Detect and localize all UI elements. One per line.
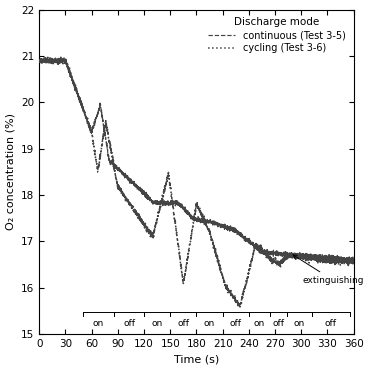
cycling (Test 3-6) <box>352 260 356 265</box>
Text: off: off <box>273 319 285 328</box>
cycling (Test 3-6) <box>37 60 42 64</box>
continuous (Test 3-5) <box>322 254 326 258</box>
continuous (Test 3-5) <box>104 143 109 147</box>
continuous (Test 3-5) <box>125 176 129 181</box>
continuous (Test 3-5) <box>227 227 232 231</box>
cycling (Test 3-6) <box>233 293 237 297</box>
Text: on: on <box>254 319 265 328</box>
cycling (Test 3-6) <box>322 259 326 263</box>
continuous (Test 3-5) <box>351 256 356 261</box>
cycling (Test 3-6) <box>59 55 63 60</box>
continuous (Test 3-5) <box>352 259 356 263</box>
Line: continuous (Test 3-5): continuous (Test 3-5) <box>39 58 354 262</box>
continuous (Test 3-5) <box>43 56 48 60</box>
Text: extinguishing: extinguishing <box>293 255 365 285</box>
Text: off: off <box>177 319 189 328</box>
continuous (Test 3-5) <box>37 57 42 61</box>
cycling (Test 3-6) <box>125 199 129 203</box>
Text: off: off <box>325 319 337 328</box>
Y-axis label: O₂ concentration (%): O₂ concentration (%) <box>6 113 16 230</box>
Legend: continuous (Test 3-5), cycling (Test 3-6): continuous (Test 3-5), cycling (Test 3-6… <box>205 14 349 56</box>
continuous (Test 3-5) <box>233 228 237 233</box>
Line: cycling (Test 3-6): cycling (Test 3-6) <box>39 57 354 307</box>
X-axis label: Time (s): Time (s) <box>174 354 219 364</box>
continuous (Test 3-5) <box>341 260 345 264</box>
Text: off: off <box>230 319 242 328</box>
Text: on: on <box>93 319 104 328</box>
Text: off: off <box>123 319 135 328</box>
cycling (Test 3-6) <box>237 305 242 310</box>
Text: on: on <box>294 319 305 328</box>
cycling (Test 3-6) <box>351 259 356 263</box>
cycling (Test 3-6) <box>227 287 232 292</box>
cycling (Test 3-6) <box>104 126 109 131</box>
Text: on: on <box>151 319 163 328</box>
Text: on: on <box>204 319 215 328</box>
